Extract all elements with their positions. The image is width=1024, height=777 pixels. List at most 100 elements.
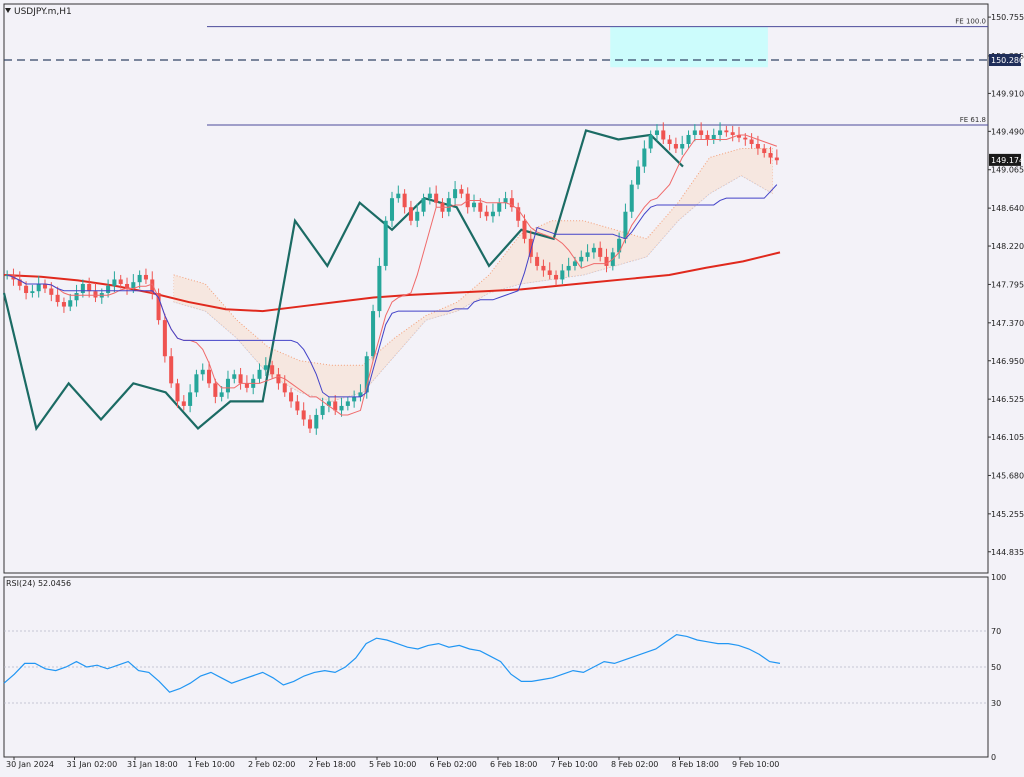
y-tick-label: 148.220: [991, 242, 1024, 251]
candle-body: [125, 283, 130, 289]
candle-body: [162, 320, 167, 357]
candle-body: [213, 383, 218, 397]
rsi-y-tick-label: 50: [991, 663, 1001, 672]
rsi-line: [3, 633, 781, 693]
chart-title: USDJPY.m,H1: [14, 7, 72, 17]
candle-body: [276, 374, 281, 384]
candle-body: [194, 374, 199, 393]
candle-body: [55, 294, 60, 303]
candle-body: [680, 143, 685, 149]
level-price-label: 150.280: [991, 56, 1024, 65]
rsi-y-tick-label: 0: [991, 753, 996, 762]
candle-body: [497, 202, 502, 212]
candle-body: [623, 211, 628, 239]
candle-body: [282, 383, 287, 393]
candle-body: [541, 265, 546, 271]
lagging-span-line: [2, 129, 684, 432]
candle-body: [377, 265, 382, 312]
y-tick-label: 148.640: [991, 204, 1024, 213]
candle-body: [396, 193, 401, 199]
x-tick-label: 1 Feb 10:00: [188, 760, 235, 769]
candle-body: [598, 247, 603, 257]
conversion-line: [6, 134, 778, 416]
level-price-tag: [989, 53, 1021, 66]
main-pane-frame: [3, 3, 989, 574]
candle-body: [112, 279, 117, 286]
candle-body: [244, 383, 249, 388]
candle-body: [509, 198, 514, 208]
candle-body: [654, 130, 659, 135]
x-tick-label: 7 Feb 10:00: [551, 760, 598, 769]
candle-body: [667, 139, 672, 144]
candle-body: [238, 374, 243, 384]
candle-body: [692, 130, 697, 135]
candle-body: [478, 202, 483, 212]
candle-body: [453, 189, 458, 199]
candle-body: [295, 401, 300, 411]
candle-body: [225, 378, 230, 393]
candle-body: [528, 238, 533, 257]
x-tick-label: 2 Feb 18:00: [309, 760, 356, 769]
candle-body: [617, 238, 622, 253]
candle-body: [358, 392, 363, 397]
candle-body: [711, 134, 716, 140]
candle-body: [207, 369, 212, 384]
candle-body: [736, 134, 742, 138]
candle-body: [572, 261, 577, 266]
y-tick-label: 144.835: [991, 548, 1024, 557]
candle-body: [484, 211, 489, 217]
candle-body: [554, 274, 559, 280]
candle-body: [219, 392, 224, 397]
candle-body: [49, 288, 54, 295]
candle-body: [661, 130, 666, 140]
candle-body: [642, 148, 647, 167]
y-tick-label: 150.755: [991, 13, 1024, 22]
candle-body: [755, 143, 760, 149]
x-tick-label: 6 Feb 18:00: [490, 760, 537, 769]
candle-body: [188, 392, 193, 406]
candle-body: [339, 405, 344, 411]
candle-body: [648, 134, 653, 149]
y-tick-label: 147.795: [991, 280, 1024, 289]
candle-body: [345, 401, 350, 406]
candle-body: [320, 405, 325, 415]
candle-body: [383, 220, 388, 266]
candle-body: [301, 410, 306, 420]
ichimoku-cloud: [173, 148, 774, 402]
candle-body: [673, 143, 678, 149]
candles-group: [5, 122, 779, 435]
x-tick-label: 5 Feb 10:00: [369, 760, 416, 769]
candle-body: [137, 274, 142, 283]
candle-body: [371, 311, 376, 357]
candle-body: [106, 285, 111, 294]
rsi-y-tick-label: 70: [991, 627, 1001, 636]
candle-body: [156, 293, 161, 321]
candle-body: [560, 270, 565, 280]
candle-body: [762, 148, 767, 154]
candle-body: [74, 293, 79, 301]
y-tick-label: 149.910: [991, 89, 1024, 98]
candle-body: [131, 282, 136, 289]
candle-body: [566, 265, 571, 271]
y-tick-label: 145.680: [991, 471, 1024, 480]
candle-body: [263, 365, 268, 370]
candle-body: [522, 220, 527, 239]
y-tick-label: 145.255: [991, 510, 1024, 519]
y-tick-label: 146.525: [991, 395, 1024, 404]
fib-level-label: FE 61.8: [960, 116, 986, 124]
candle-body: [705, 134, 710, 140]
x-tick-label: 9 Feb 10:00: [732, 760, 779, 769]
candle-body: [402, 193, 407, 208]
candle-body: [143, 274, 148, 280]
candle-body: [314, 414, 319, 429]
candle-body: [629, 184, 634, 212]
x-tick-label: 8 Feb 18:00: [672, 760, 719, 769]
cloud-span-b-line: [173, 175, 773, 402]
candle-body: [289, 392, 294, 402]
candle-body: [579, 256, 584, 262]
candle-body: [547, 270, 552, 275]
x-tick-label: 6 Feb 02:00: [430, 760, 477, 769]
candle-body: [427, 193, 432, 199]
